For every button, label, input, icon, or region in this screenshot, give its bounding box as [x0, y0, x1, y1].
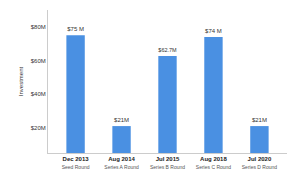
- svg-text:$21M: $21M: [114, 117, 129, 123]
- svg-text:$74 M: $74 M: [205, 28, 222, 34]
- svg-text:$62.7M: $62.7M: [158, 47, 177, 53]
- svg-text:$60M: $60M: [31, 58, 46, 64]
- svg-text:Aug 2014Series A Round: Aug 2014Series A Round: [104, 156, 139, 170]
- svg-text:$40M: $40M: [31, 91, 46, 97]
- svg-text:$80M: $80M: [31, 24, 46, 30]
- svg-text:Jul 2015Series B Round: Jul 2015Series B Round: [150, 156, 185, 170]
- svg-text:Dec 2013Seed Round: Dec 2013Seed Round: [62, 156, 90, 170]
- svg-text:$21M: $21M: [252, 117, 267, 123]
- svg-text:$20M: $20M: [31, 125, 46, 131]
- svg-text:$75 M: $75 M: [67, 26, 84, 32]
- svg-text:Investment: Investment: [18, 67, 24, 97]
- svg-text:Jul 2020Series D Round: Jul 2020Series D Round: [242, 156, 278, 170]
- svg-text:Aug 2018Series C Round: Aug 2018Series C Round: [196, 156, 232, 170]
